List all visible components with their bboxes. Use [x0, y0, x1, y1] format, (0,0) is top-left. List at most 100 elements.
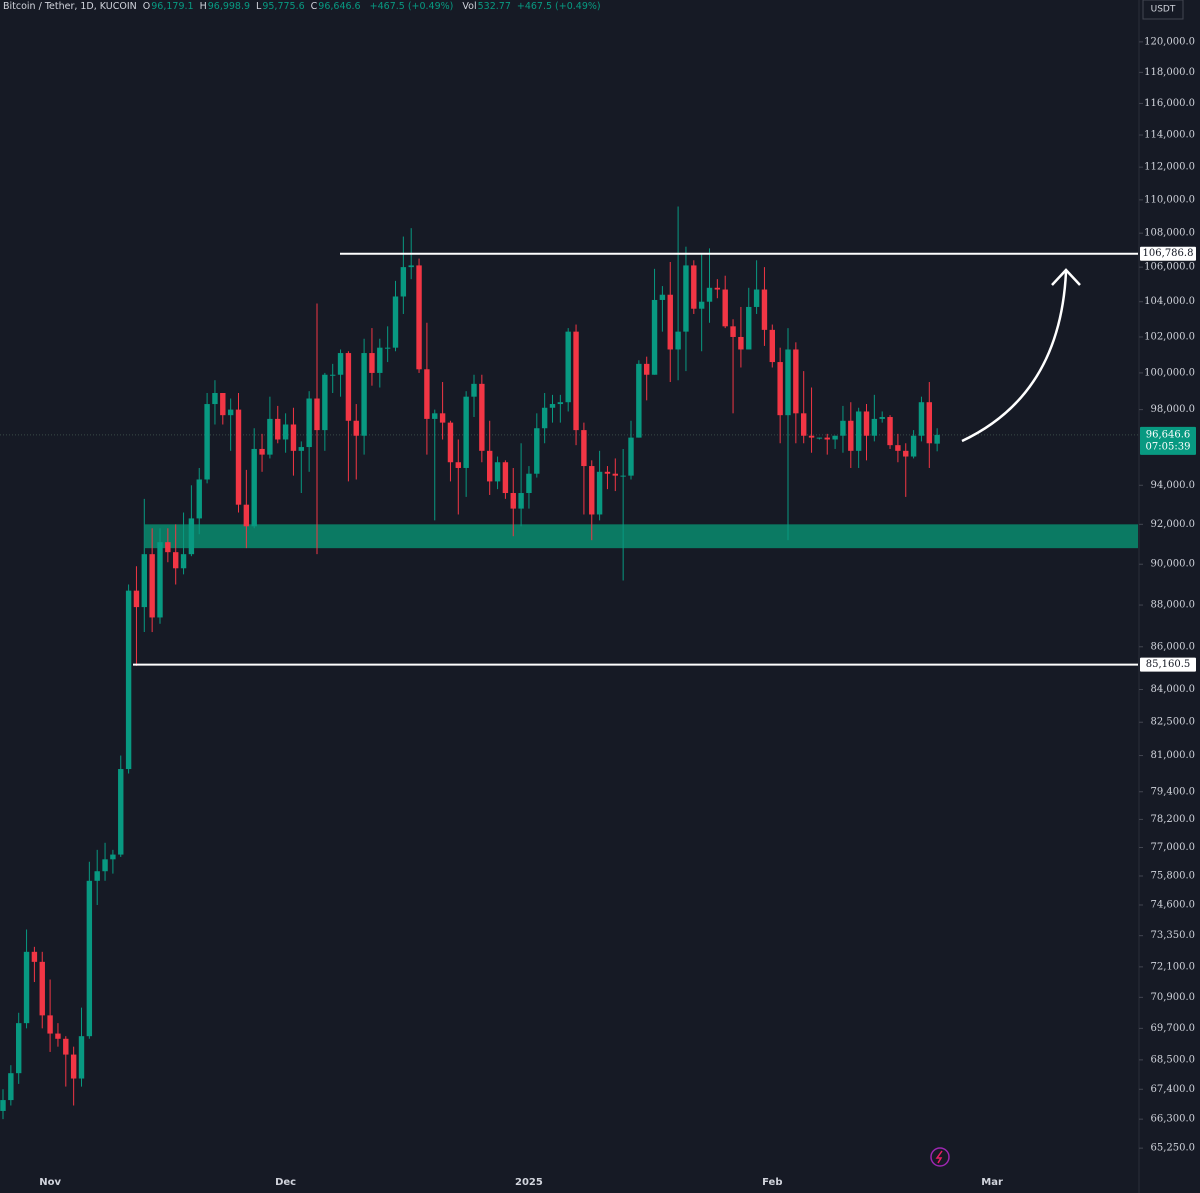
candle-body: [801, 413, 807, 436]
level-label-box: [1140, 246, 1196, 261]
y-tick-label: 86,000.0: [1150, 641, 1195, 652]
y-tick-label: 67,400.0: [1150, 1084, 1195, 1095]
candle-body: [353, 420, 359, 436]
candle-body: [165, 542, 171, 553]
candle-body: [691, 265, 697, 309]
candle-body: [424, 369, 430, 419]
candle-body: [110, 854, 116, 860]
y-tick-label: 68,500.0: [1150, 1054, 1195, 1065]
candle-body: [432, 413, 438, 419]
candle-body: [204, 404, 210, 480]
candle-body: [706, 287, 713, 302]
candle-body: [722, 289, 728, 327]
candle-body: [314, 398, 320, 431]
y-tick-label: 90,000.0: [1150, 559, 1195, 570]
candle-body: [549, 404, 556, 408]
y-tick-label: 70,900.0: [1150, 992, 1195, 1003]
candle-body: [47, 1015, 53, 1034]
candle-body: [361, 353, 367, 436]
y-tick-label: 106,000.0: [1144, 262, 1195, 273]
y-tick-label: 74,600.0: [1150, 899, 1195, 910]
candle-body: [628, 437, 634, 476]
candle-body: [439, 413, 446, 423]
candle-body: [675, 331, 681, 350]
y-tick-label: 116,000.0: [1144, 98, 1195, 109]
candle-body: [534, 428, 540, 474]
x-tick-label: Feb: [762, 1177, 782, 1188]
candle-body: [777, 362, 783, 416]
candle-body: [78, 1036, 85, 1079]
candle-body: [557, 402, 564, 405]
candle-body: [879, 417, 885, 419]
candle-body: [573, 331, 579, 431]
candle-body: [243, 504, 250, 527]
candle-body: [39, 961, 45, 1016]
candle-body: [86, 880, 93, 1037]
candle-body: [714, 287, 721, 290]
candle-body: [408, 265, 414, 268]
candle-body: [871, 418, 878, 436]
candle-body: [808, 435, 815, 438]
candle-body: [322, 374, 328, 431]
candle-body: [196, 479, 202, 519]
candle-body: [918, 402, 925, 436]
candle-body: [651, 299, 658, 375]
candle-body: [887, 417, 893, 446]
candle-body: [526, 473, 532, 494]
field-value: 96,998.9: [207, 1, 251, 12]
y-tick-label: 102,000.0: [1144, 331, 1195, 342]
candle-body: [541, 407, 548, 429]
y-tick-label: 114,000.0: [1144, 130, 1195, 141]
y-tick-label: 88,000.0: [1150, 600, 1195, 611]
candle-body: [910, 435, 917, 457]
candle-body: [369, 353, 375, 373]
candle-body: [298, 447, 304, 451]
y-tick-label: 66,300.0: [1150, 1114, 1195, 1125]
field-key: L: [256, 1, 262, 12]
candle-body: [934, 434, 940, 444]
candle-body: [746, 306, 752, 350]
last-price-box: [1140, 426, 1196, 455]
y-tick-label: 110,000.0: [1144, 194, 1195, 205]
y-tick-label: 69,700.0: [1150, 1023, 1195, 1034]
candle-body: [282, 424, 289, 440]
currency: USDT: [1151, 5, 1176, 15]
candle-body: [510, 493, 516, 509]
field-value: 96,646.6: [318, 1, 361, 12]
x-tick-label: Dec: [275, 1177, 296, 1188]
y-tick-label: 65,250.0: [1150, 1143, 1195, 1154]
candle-body: [769, 329, 775, 363]
field-value: 95,775.6: [262, 1, 305, 12]
candle-body: [589, 466, 595, 515]
candle-body: [330, 374, 336, 376]
candle-body: [23, 951, 30, 1024]
candle-body: [173, 552, 179, 569]
y-tick-label: 79,400.0: [1150, 786, 1195, 797]
candle-body: [502, 462, 509, 494]
volume: 532.77: [477, 1, 511, 12]
candle-body: [463, 396, 469, 468]
candle-body: [667, 294, 673, 350]
candle-body: [471, 383, 477, 397]
candle-body: [392, 296, 399, 348]
symbol: Bitcoin / Tether, 1D, KUCOIN: [3, 1, 137, 12]
y-tick-label: 104,000.0: [1144, 296, 1195, 307]
y-tick-label: 82,500.0: [1150, 717, 1195, 728]
candle-body: [251, 448, 257, 527]
candle-body: [455, 462, 461, 468]
candle-body: [306, 398, 312, 448]
candle-body: [785, 349, 791, 416]
candle-body: [793, 349, 799, 414]
y-tick-label: 120,000.0: [1144, 36, 1195, 47]
candle-body: [840, 420, 846, 436]
candle-body: [855, 411, 862, 451]
candle-body: [903, 450, 909, 457]
field-value: 96,179.1: [151, 1, 194, 12]
candle-body: [738, 336, 744, 350]
alert-icon[interactable]: [930, 1147, 950, 1167]
currency-box: [1142, 0, 1184, 20]
candle-body: [8, 1073, 14, 1101]
candle-body: [926, 402, 932, 444]
x-tick-label: Nov: [39, 1177, 61, 1188]
